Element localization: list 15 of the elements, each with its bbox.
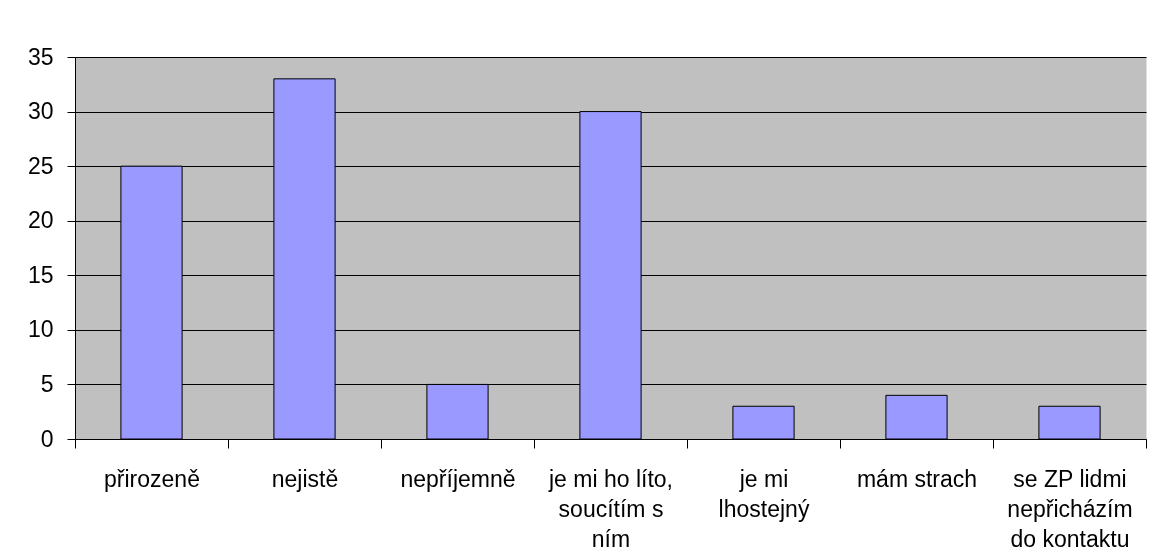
y-tick-label: 10 xyxy=(27,316,54,343)
x-tick-label: je mi lhostejný xyxy=(718,465,810,522)
x-tick-label: mám strach xyxy=(856,465,978,492)
x-tick-label: nejistě xyxy=(271,465,339,492)
x-tick-label: je mi ho líto, soucítím s ním xyxy=(548,465,673,552)
y-tick-label: 15 xyxy=(27,261,54,288)
x-tick-label: přirozeně xyxy=(104,465,200,492)
y-tick-label: 0 xyxy=(40,425,54,452)
x-tick-label: nepříjemně xyxy=(400,465,516,492)
y-tick-label: 25 xyxy=(27,152,54,179)
y-tick-label: 30 xyxy=(27,98,54,125)
x-tick-label: se ZP lidmi nepřicházím do kontaktu xyxy=(1007,465,1133,552)
y-tick-label: 5 xyxy=(40,370,54,397)
y-tick-label: 35 xyxy=(27,43,54,70)
y-tick-label: 20 xyxy=(27,207,54,234)
